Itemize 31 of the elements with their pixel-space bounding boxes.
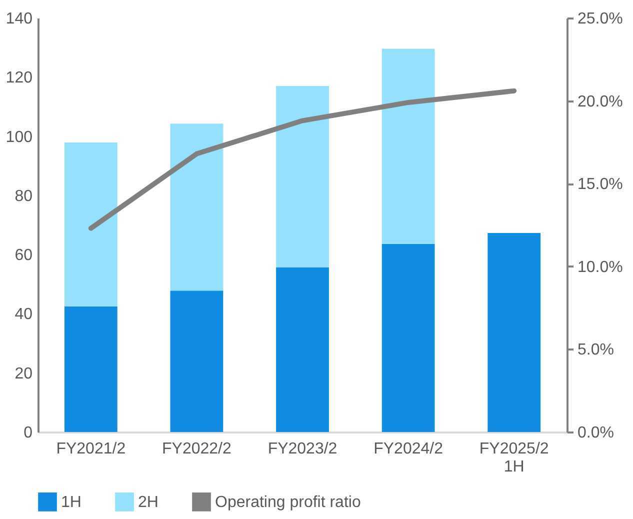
bar <box>64 306 118 432</box>
legend-label: Operating profit ratio <box>215 494 361 511</box>
y-tick-label: 40 <box>14 306 33 324</box>
x-tick-label: FY2025/2 1H <box>479 440 549 476</box>
x-tick-label: FY2022/2 <box>162 440 232 458</box>
bar <box>170 124 224 291</box>
x-tick-label: FY2024/2 <box>374 440 444 458</box>
bar <box>382 244 435 432</box>
y2-tick-label: 0.0% <box>578 424 614 442</box>
x-tick-label: FY2021/2 <box>56 440 126 458</box>
y-tick-label: 140 <box>6 10 33 28</box>
legend-label: 1H <box>61 494 82 511</box>
legend-label: 2H <box>138 494 158 511</box>
y-tick-label: 0 <box>24 424 33 442</box>
bar <box>276 267 329 432</box>
bar <box>488 232 541 432</box>
y-tick-label: 120 <box>6 70 33 87</box>
y-tick-label: 80 <box>14 188 33 205</box>
bar <box>64 142 118 306</box>
x-tick-label: FY2023/2 <box>268 440 338 458</box>
y-tick-label: 20 <box>14 365 33 382</box>
bar <box>276 86 329 268</box>
y2-tick-label: 20.0% <box>578 93 623 110</box>
y2-tick-label: 5.0% <box>578 342 614 359</box>
y-tick-label: 60 <box>14 247 33 264</box>
y2-tick-label: 10.0% <box>578 258 623 276</box>
y2-tick-label: 25.0% <box>578 10 623 28</box>
bar <box>382 48 435 244</box>
y2-tick-label: 15.0% <box>578 176 623 194</box>
y-tick-label: 100 <box>6 128 33 146</box>
bar <box>170 290 224 432</box>
